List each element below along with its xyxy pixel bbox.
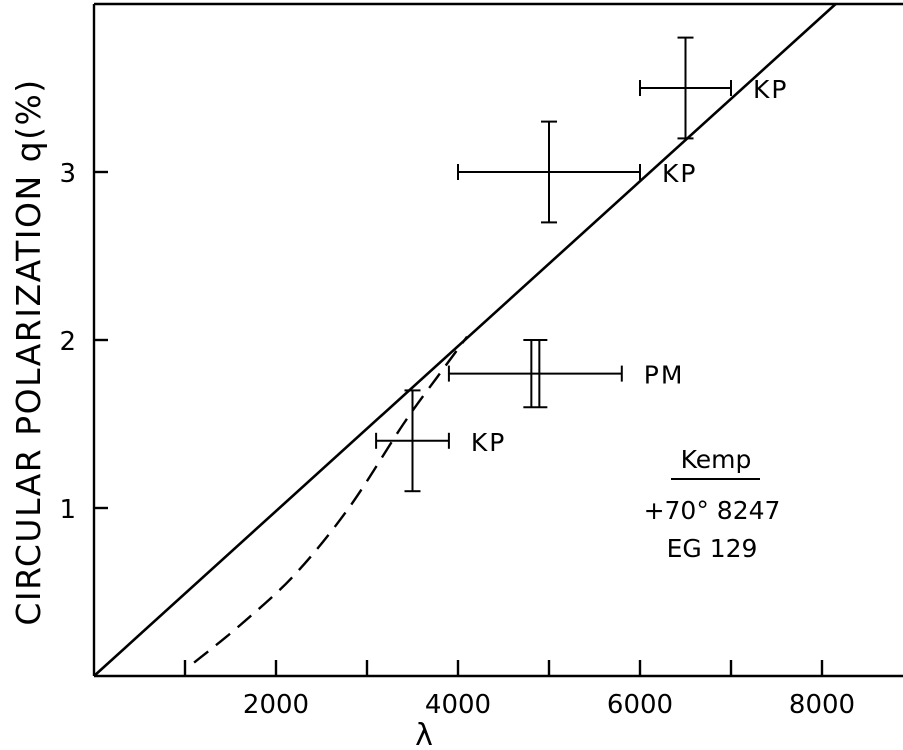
x-tick-label: 2000 (243, 690, 309, 720)
data-point: PM (447, 339, 685, 409)
annotation-line-1: +70° 8247 (644, 496, 781, 525)
y-tick-label: 2 (59, 327, 76, 357)
data-point: KP (639, 36, 788, 140)
x-tick-label: 4000 (425, 690, 491, 720)
legend-annotation: Kemp +70° 8247 EG 129 (644, 445, 781, 563)
y-tick-label: 1 (59, 495, 76, 525)
error-bar-points: KP PM KP KP (375, 36, 788, 493)
annotation-title: Kemp (681, 445, 752, 474)
point-label: KP (753, 75, 788, 104)
dashed-curve (193, 335, 469, 664)
curves (93, 3, 837, 677)
x-tick-label: 8000 (789, 690, 855, 720)
y-tick-label: 3 (59, 159, 76, 189)
point-label: PM (644, 361, 685, 390)
y-axis-label: CIRCULAR POLARIZATION q(%) (9, 78, 48, 625)
point-label: KP (662, 159, 697, 188)
annotation-line-2: EG 129 (667, 534, 758, 563)
x-tick-label: 6000 (607, 690, 673, 720)
data-point: KP (375, 389, 506, 493)
axes: 2000 4000 6000 8000 1 2 3 (59, 2, 903, 720)
x-axis-label: λ (415, 718, 433, 750)
data-point: KP (457, 120, 697, 224)
point-label: KP (471, 428, 506, 457)
